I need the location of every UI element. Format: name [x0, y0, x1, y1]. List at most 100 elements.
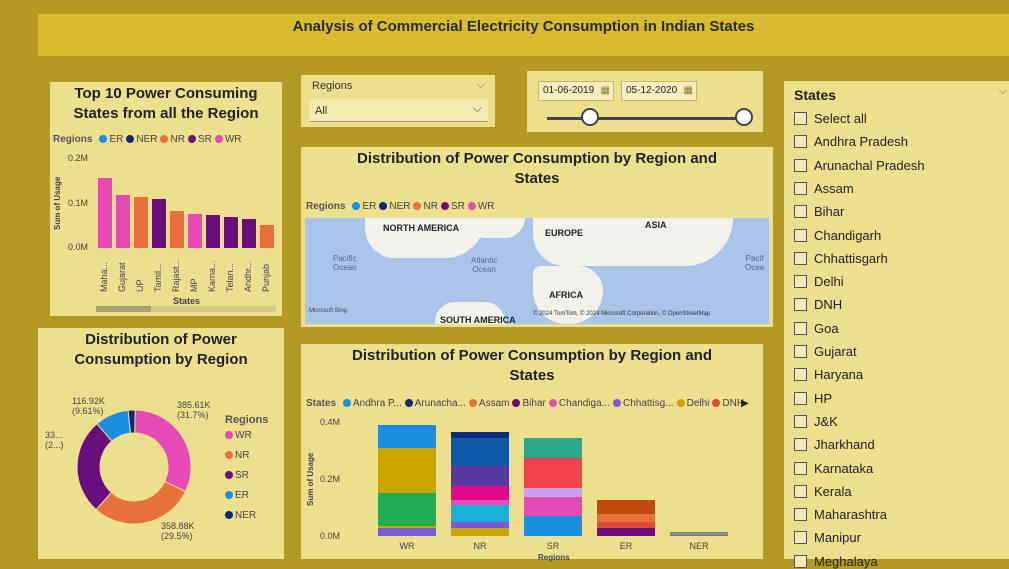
legend-item[interactable]: NER: [225, 510, 256, 530]
legend-item[interactable]: Chhattisg...: [610, 398, 674, 409]
stacked-segment[interactable]: [378, 425, 436, 448]
legend-item[interactable]: NER: [123, 134, 157, 145]
bar[interactable]: [188, 214, 202, 248]
checkbox[interactable]: [794, 181, 807, 195]
legend-item[interactable]: Bihar: [509, 398, 546, 409]
donut-legend[interactable]: WR NR SR ER NER: [225, 430, 256, 530]
donut-chart-panel[interactable]: Distribution of Power Consumption by Reg…: [38, 328, 284, 559]
legend-item[interactable]: NR: [157, 134, 185, 145]
stacked-segment[interactable]: [451, 505, 509, 522]
stacked-segment[interactable]: [670, 534, 728, 536]
world-map[interactable]: NORTH AMERICA EUROPE ASIA AFRICA SOUTH A…: [305, 218, 769, 324]
calendar-icon[interactable]: ▦: [600, 85, 610, 96]
states-slicer[interactable]: States ⌵ Select all Andhra Pradesh Arunach…: [784, 81, 1009, 569]
checkbox[interactable]: [794, 531, 807, 545]
stacked-segment[interactable]: [597, 522, 655, 528]
scrollbar-thumb[interactable]: [96, 306, 151, 312]
state-option[interactable]: Assam: [794, 181, 854, 196]
legend-item[interactable]: SR: [185, 134, 212, 145]
bar[interactable]: [206, 215, 220, 248]
start-date-input[interactable]: 01-06-2019 ▦: [538, 81, 614, 101]
state-option[interactable]: Manipur: [794, 530, 861, 545]
checkbox[interactable]: [794, 345, 807, 358]
stacked-segment[interactable]: [451, 522, 509, 528]
stacked-segment[interactable]: [451, 438, 509, 466]
state-option[interactable]: J&K: [794, 414, 838, 429]
legend-item[interactable]: NER: [376, 201, 410, 212]
checkbox[interactable]: [794, 251, 807, 265]
stacked-segment[interactable]: [378, 492, 436, 527]
top10-chart-panel[interactable]: Top 10 Power Consuming States from all t…: [50, 82, 282, 316]
bar[interactable]: [98, 177, 112, 248]
checkbox[interactable]: [794, 391, 807, 405]
checkbox[interactable]: [794, 135, 807, 149]
checkbox[interactable]: [794, 438, 807, 452]
stacked-segment[interactable]: [451, 485, 509, 500]
checkbox[interactable]: [794, 275, 807, 289]
legend-item[interactable]: ER: [225, 490, 256, 510]
chevron-down-icon[interactable]: ⌵: [472, 101, 482, 115]
bar[interactable]: [134, 197, 148, 248]
state-option[interactable]: Delhi: [794, 274, 844, 289]
legend-item[interactable]: Arunacha...: [402, 398, 466, 409]
date-range-slicer[interactable]: 01-06-2019 ▦ 05-12-2020 ▦: [527, 71, 763, 132]
state-option[interactable]: Select all: [794, 111, 867, 126]
state-option[interactable]: Jharkhand: [794, 437, 875, 452]
map-panel[interactable]: Distribution of Power Consumption by Reg…: [301, 147, 773, 327]
calendar-icon[interactable]: ▦: [683, 85, 693, 96]
legend-item[interactable]: SR: [225, 470, 256, 490]
legend-item[interactable]: ER: [349, 201, 376, 212]
checkbox[interactable]: [794, 508, 807, 522]
legend-item[interactable]: WR: [465, 201, 495, 212]
stacked-segment[interactable]: [378, 526, 436, 528]
date-slider-start-handle[interactable]: [581, 108, 599, 126]
checkbox[interactable]: [794, 205, 807, 219]
bar[interactable]: [152, 198, 166, 248]
state-option[interactable]: Goa: [794, 321, 839, 336]
legend-item[interactable]: SR: [438, 201, 465, 212]
state-option[interactable]: Haryana: [794, 367, 863, 382]
donut-slice-ner[interactable]: [127, 409, 136, 434]
legend-item[interactable]: DNH: [709, 398, 744, 409]
bar[interactable]: [242, 218, 256, 248]
stacked-legend[interactable]: States Andhra P... Arunacha... Assam Bihar Ch…: [306, 398, 744, 409]
stacked-segment[interactable]: [597, 513, 655, 522]
stacked-segment[interactable]: [451, 527, 509, 536]
stacked-segment[interactable]: [670, 533, 728, 535]
state-option[interactable]: Kerala: [794, 484, 852, 499]
donut-slice-wr[interactable]: [134, 409, 192, 493]
donut-slice-sr[interactable]: [76, 423, 113, 511]
date-slider-end-handle[interactable]: [735, 108, 753, 126]
legend-item[interactable]: NR: [410, 201, 438, 212]
horizontal-scrollbar[interactable]: [96, 306, 276, 312]
date-slider-track[interactable]: [547, 117, 745, 120]
legend-item[interactable]: Chandiga...: [546, 398, 610, 409]
stacked-segment[interactable]: [524, 457, 582, 489]
state-option[interactable]: DNH: [794, 297, 842, 312]
end-date-input[interactable]: 05-12-2020 ▦: [621, 81, 697, 101]
legend-item[interactable]: Andhra P...: [340, 398, 402, 409]
stacked-segment[interactable]: [378, 447, 436, 493]
checkbox[interactable]: [794, 298, 807, 312]
map-legend[interactable]: Regions ER NER NR SR WR: [306, 201, 495, 212]
donut-chart[interactable]: [72, 407, 232, 527]
regions-dropdown[interactable]: All ⌵: [310, 99, 488, 122]
checkbox[interactable]: [794, 112, 807, 125]
stacked-segment[interactable]: [524, 438, 582, 458]
donut-slice-nr[interactable]: [95, 480, 187, 525]
stacked-segment[interactable]: [597, 499, 655, 514]
stacked-segment[interactable]: [524, 488, 582, 497]
checkbox[interactable]: [794, 368, 807, 382]
stacked-segment[interactable]: [670, 531, 728, 534]
checkbox[interactable]: [794, 484, 807, 498]
legend-next-arrow-icon[interactable]: ▶: [741, 398, 749, 409]
bar[interactable]: [116, 195, 130, 248]
bar[interactable]: [170, 211, 184, 248]
state-option[interactable]: Chandigarh: [794, 228, 881, 243]
legend-item[interactable]: WR: [225, 430, 256, 450]
state-option[interactable]: Gujarat: [794, 344, 857, 359]
collapse-chevron-icon[interactable]: ⌵: [476, 79, 485, 91]
stacked-segment[interactable]: [597, 527, 655, 536]
checkbox[interactable]: [794, 554, 807, 568]
state-option[interactable]: Maharashtra: [794, 507, 887, 522]
